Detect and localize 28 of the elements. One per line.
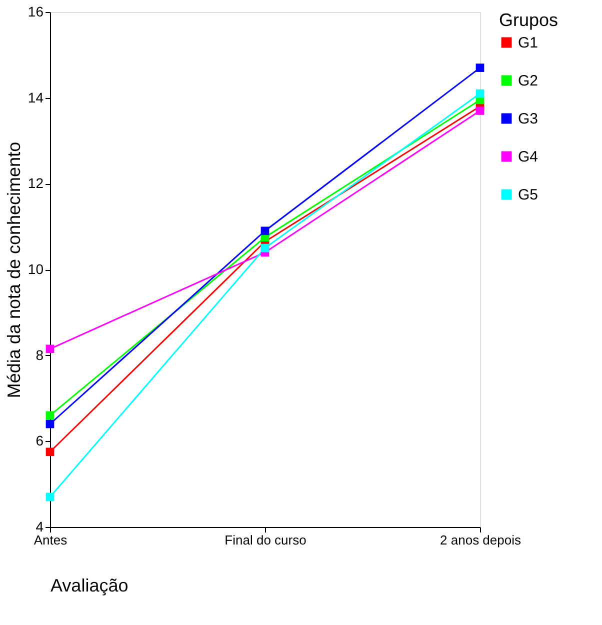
y-axis-title: Média da nota de conhecimento (4, 142, 24, 398)
point (476, 89, 484, 98)
y-tick-label: 8 (36, 346, 44, 363)
x-axis-title: Avaliação (50, 576, 128, 596)
point (46, 420, 54, 428)
y-tick-label: 14 (28, 89, 44, 106)
y-tick-label: 12 (28, 175, 44, 192)
point (260, 244, 270, 252)
point (46, 344, 54, 354)
point (260, 226, 270, 236)
legend-label: G4 (518, 148, 538, 166)
legend-label: G2 (518, 72, 538, 90)
point (476, 64, 484, 72)
y-tick-label: 10 (28, 261, 44, 277)
point (476, 106, 484, 115)
x-tick-label: Antes (34, 532, 68, 548)
point (46, 411, 54, 420)
x-tick-label: Final do curso (224, 532, 306, 548)
legend-label: G5 (518, 186, 538, 204)
point (46, 492, 54, 502)
y-tick-label: 6 (36, 432, 44, 449)
y-tick-label: 16 (28, 4, 44, 20)
legend-label: G1 (518, 34, 538, 52)
x-tick-label: 2 anos depois (440, 532, 522, 548)
y-tick-label: 4 (36, 518, 44, 534)
point (46, 448, 54, 456)
legend-label: G3 (518, 110, 538, 128)
legend-title: Grupos (499, 10, 558, 30)
